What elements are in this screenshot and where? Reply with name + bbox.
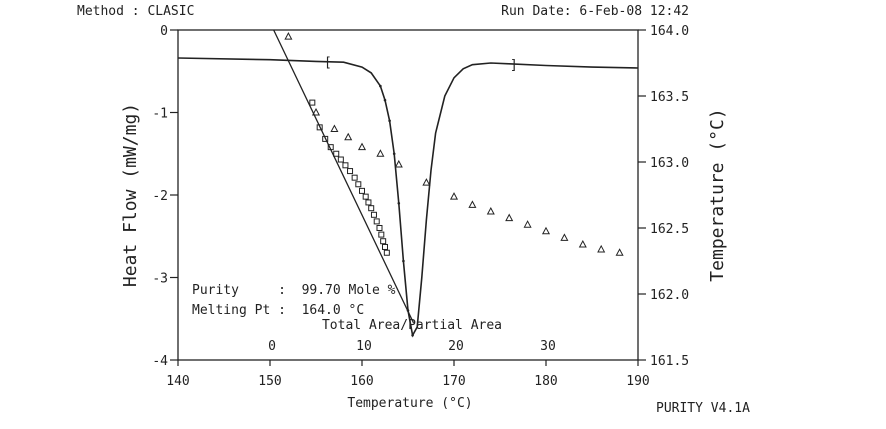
y-right-tick-label: 162.0 <box>650 288 689 303</box>
raw-point-square <box>322 135 329 142</box>
top-axis-tick-label: 20 <box>448 339 464 354</box>
x-tick-label: 160 <box>350 374 373 389</box>
raw-point-square <box>347 168 354 175</box>
heat-flow-sample-dot <box>402 259 405 263</box>
raw-point-square <box>383 249 390 256</box>
y-right-tick-label: 162.5 <box>650 222 689 237</box>
y-left-tick-label: -3 <box>152 272 168 287</box>
x-tick-label: 190 <box>626 374 649 389</box>
raw-point-square <box>309 99 316 106</box>
y-left-tick-label: -1 <box>152 107 168 122</box>
purity-annotation: Purity : 99.70 Mole % <box>192 283 396 298</box>
corrected-point-triangle <box>597 244 606 253</box>
raw-point-square <box>368 205 375 212</box>
corrected-point-triangle <box>376 149 385 157</box>
method-label: Method : CLASIC <box>77 4 194 19</box>
corrected-point-triangle <box>357 142 367 151</box>
y-right-tick-label: 161.5 <box>650 354 689 369</box>
x-tick-label: 170 <box>442 374 465 389</box>
run-date-label: Run Date: 6-Feb-08 12:42 <box>501 4 689 19</box>
corrected-point-triangle <box>422 178 431 186</box>
corrected-point-triangle <box>311 107 321 116</box>
corrected-point-triangle <box>394 159 403 168</box>
heat-flow-sample-dot <box>379 84 382 88</box>
y-right-tick-label: 163.5 <box>650 90 689 105</box>
melting-point-annotation: Melting Pt : 164.0 °C <box>192 303 364 318</box>
integration-start-marker: [ <box>324 56 332 71</box>
raw-point-square <box>327 144 334 151</box>
raw-point-square <box>316 124 323 131</box>
corrected-point-triangle <box>449 192 459 200</box>
y-right-axis-title: Temperature (°C) <box>707 108 728 281</box>
series-layer: [] <box>177 29 639 338</box>
raw-point-square <box>380 238 387 245</box>
y-right-tick-label: 164.0 <box>650 24 689 39</box>
x-axis-ticks: 140 150 160 170 180 190 <box>166 360 650 389</box>
raw-point-square <box>333 150 340 157</box>
top-axis-tick-label: 10 <box>356 339 372 354</box>
x-tick-label: 180 <box>534 374 557 389</box>
top-axis-tick-label: 30 <box>540 339 556 354</box>
integration-end-marker: ] <box>510 58 518 73</box>
raw-point-square <box>337 156 344 163</box>
purity-fit-line <box>273 29 415 324</box>
heat-flow-sample-dot <box>397 201 401 205</box>
raw-point-square <box>355 181 362 188</box>
raw-point-square <box>351 174 358 181</box>
heat-flow-sample-dot <box>383 98 387 102</box>
corrected-point-triangle <box>541 226 551 235</box>
corrected-point-triangle <box>560 233 569 241</box>
heat-flow-curve <box>177 57 639 338</box>
corrected-point-triangle <box>578 239 587 248</box>
corrected-point-triangle <box>505 213 514 222</box>
corrected-point-triangle <box>468 200 477 208</box>
version-label: PURITY V4.1A <box>656 401 750 416</box>
raw-point-square <box>342 162 349 169</box>
raw-point-square <box>382 243 388 250</box>
y-left-tick-label: 0 <box>160 24 168 39</box>
raw-point-square <box>362 193 369 200</box>
corrected-point-triangle <box>486 206 495 215</box>
y-right-axis-ticks: 164.0 163.5 163.0 162.5 162.0 161.5 <box>638 24 689 369</box>
raw-point-square <box>370 211 377 218</box>
y-left-axis-ticks: 0 -1 -2 -3 -4 <box>152 24 178 369</box>
y-left-tick-label: -4 <box>152 354 168 369</box>
top-axis-ticks: 0 10 20 30 <box>268 339 556 354</box>
y-right-tick-label: 163.0 <box>650 156 689 171</box>
raw-point-square <box>373 218 380 225</box>
corrected-point-triangle <box>615 248 624 256</box>
raw-point-square <box>365 199 372 206</box>
heat-flow-sample-dot <box>388 119 391 123</box>
corrected-point-triangle <box>330 124 339 132</box>
top-axis-tick-label: 0 <box>268 339 276 354</box>
corrected-point-triangle <box>523 220 532 228</box>
y-left-axis-title: Heat Flow (mW/mg) <box>120 103 141 287</box>
raw-point-square <box>378 231 385 238</box>
heat-flow-sample-dot <box>392 152 396 156</box>
raw-point-square <box>359 187 365 194</box>
corrected-point-triangle <box>284 32 293 40</box>
corrected-point-triangle <box>344 132 353 141</box>
x-tick-label: 150 <box>258 374 281 389</box>
raw-point-square <box>376 225 383 231</box>
y-left-tick-label: -2 <box>152 189 168 204</box>
x-axis-title: Temperature (°C) <box>347 396 472 411</box>
heat-flow-sample-dot <box>411 333 414 337</box>
top-axis-title: Total Area/Partial Area <box>322 318 502 333</box>
x-tick-label: 140 <box>166 374 189 389</box>
